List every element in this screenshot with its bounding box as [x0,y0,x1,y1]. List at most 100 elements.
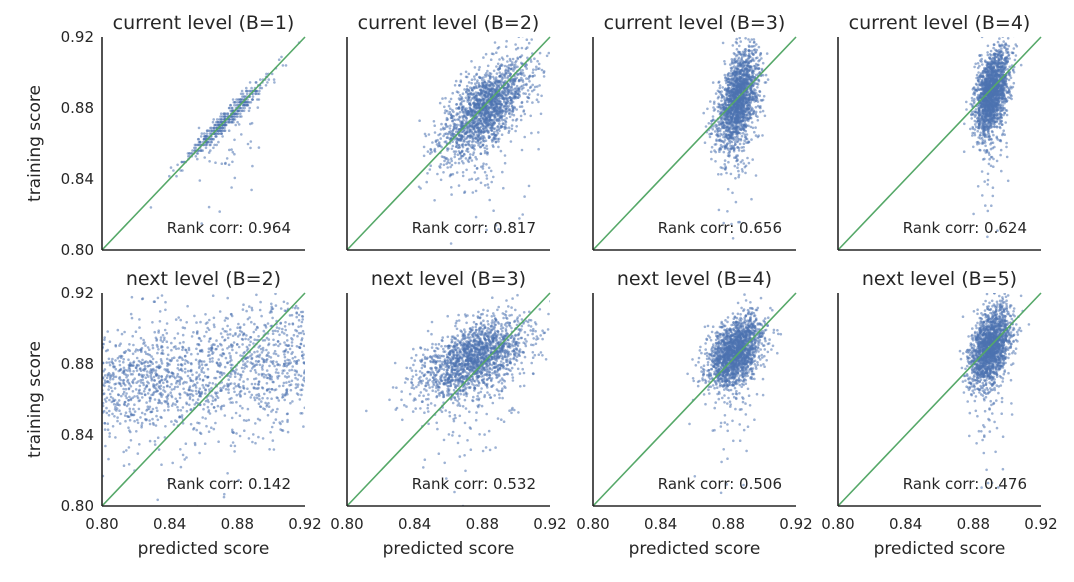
scatter-point [723,60,726,63]
scatter-point [487,186,490,189]
scatter-point [498,129,501,133]
scatter-point [476,79,479,82]
scatter-point [764,73,768,77]
scatter-point [180,160,184,164]
scatter-point [474,137,478,140]
scatter-point [734,117,737,121]
scatter-point [475,167,479,170]
scatter-point [239,112,242,115]
scatter-point [231,115,235,118]
scatter-point [507,63,511,67]
scatter-point [734,108,738,112]
scatter-point [750,67,753,71]
scatter-point [750,38,753,41]
scatter-point [196,152,200,155]
scatter-point [497,122,501,126]
scatter-point [721,145,725,148]
scatter-point [209,143,212,147]
scatter-point [742,142,746,145]
scatter-point [999,120,1003,123]
scatter-point [468,106,472,110]
scatter-point [723,167,727,171]
scatter-point [220,118,224,121]
scatter-point [482,79,486,82]
scatter-point [987,162,991,166]
scatter-point [507,67,510,70]
scatter-point [507,126,511,129]
scatter-point [457,144,461,147]
scatter-point [465,136,469,140]
scatter-point [492,106,495,109]
scatter-point [719,148,723,151]
scatter-point [504,96,508,100]
scatter-point [448,132,452,135]
scatter-point [477,106,481,110]
scatter-point [480,90,483,93]
scatter-point [511,96,515,99]
scatter-point [455,145,458,148]
scatter-point [725,171,728,175]
scatter-point [470,78,474,81]
diagonal-line [592,36,797,251]
scatter-point [538,84,541,87]
scatter-point [724,76,727,79]
scatter-point [736,100,739,103]
scatter-point [520,76,523,80]
scatter-point [472,151,476,154]
scatter-point [470,111,474,115]
scatter-point [748,66,752,69]
scatter-point [468,102,472,106]
scatter-point [1002,40,1005,43]
scatter-point [709,100,712,103]
scatter-point [736,116,740,119]
scatter-point [725,90,728,93]
scatter-point [743,110,746,113]
scatter-point [510,67,514,70]
scatter-point [756,119,760,122]
scatter-point [750,121,754,124]
scatter-point [511,106,515,110]
scatter-point [723,73,727,77]
scatter-point [730,131,734,134]
scatter-point [461,145,465,149]
scatter-point [485,118,488,122]
scatter-point [482,56,485,59]
scatter-point [474,117,478,120]
scatter-point [702,111,705,115]
scatter-point [726,187,730,191]
scatter-point [720,125,724,128]
rank-corr-label: Rank corr: 0.964 [167,219,291,237]
scatter-point [749,109,753,112]
scatter-point [477,82,481,85]
scatter-point [999,148,1003,152]
scatter-point [462,152,466,156]
scatter-point [460,150,464,153]
scatter-point [436,172,439,176]
scatter-point [734,60,738,63]
scatter-point [513,95,517,99]
scatter-point [760,57,763,60]
scatter-point [748,74,751,77]
scatter-point [219,120,222,124]
scatter-point [726,210,729,213]
scatter-point [556,48,559,51]
scatter-point [500,56,504,59]
scatter-point [484,84,488,88]
scatter-point [746,74,749,78]
scatter-point [505,126,508,130]
scatter-point [765,52,769,55]
scatter-point [520,101,524,105]
scatter-point [547,51,550,55]
scatter-point [439,128,443,131]
scatter-point [507,104,511,108]
scatter-point [744,60,747,63]
scatter-point [469,153,472,156]
scatter-point [730,87,733,90]
scatter-point [743,93,746,96]
scatter-point [766,78,770,81]
scatter-point [737,149,741,152]
scatter-point [194,155,198,158]
scatter-point [507,109,510,112]
scatter-point [429,164,433,167]
scatter-point [498,67,501,70]
